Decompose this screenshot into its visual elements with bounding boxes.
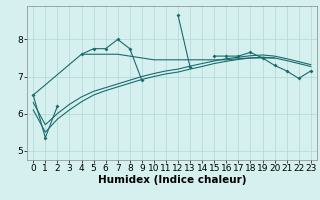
X-axis label: Humidex (Indice chaleur): Humidex (Indice chaleur) — [98, 175, 246, 185]
